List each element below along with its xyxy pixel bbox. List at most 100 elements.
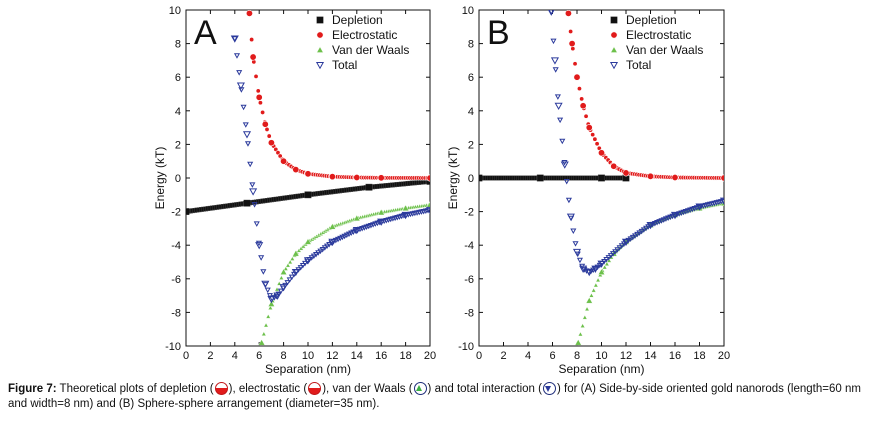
y-tick-label: 6 xyxy=(468,72,474,84)
x-tick-label: 18 xyxy=(399,350,411,362)
total-point xyxy=(236,82,245,90)
electrostatic-point xyxy=(646,172,654,180)
total-marker xyxy=(260,269,267,275)
total-point xyxy=(267,295,276,304)
total-marker xyxy=(236,70,243,76)
total-marker xyxy=(550,38,557,45)
total-point xyxy=(560,161,569,169)
electrostatic-marker xyxy=(264,126,270,132)
vdw-marker xyxy=(274,286,280,292)
vdw-marker xyxy=(602,264,608,270)
total-marker xyxy=(341,233,348,240)
y-tick-label: 10 xyxy=(169,5,181,17)
total-marker xyxy=(350,229,357,235)
total-marker xyxy=(266,293,273,299)
electrostatic-point xyxy=(292,166,300,174)
total-marker xyxy=(240,104,247,111)
x-tick-label: 14 xyxy=(644,350,656,362)
vdw-point xyxy=(426,201,430,208)
total-point xyxy=(621,238,631,247)
y-tick-label: 0 xyxy=(175,173,181,185)
caption-text-3: ), van der Waals ( xyxy=(322,383,413,395)
vdw-point xyxy=(353,214,361,222)
total-marker xyxy=(581,267,588,273)
total-marker xyxy=(328,240,335,246)
total-point xyxy=(230,35,239,43)
legend-label-electrostatic: Electrostatic xyxy=(332,28,397,42)
electrostatic-point xyxy=(245,10,253,17)
total-point xyxy=(550,57,559,65)
total-marker xyxy=(337,235,344,242)
total-marker xyxy=(638,228,645,235)
electrostatic-point xyxy=(255,93,263,101)
y-tick-label: 2 xyxy=(175,139,181,151)
depletion-point xyxy=(243,199,251,207)
electrostatic-marker xyxy=(266,133,272,139)
vdw-marker xyxy=(580,323,586,328)
total-point xyxy=(585,269,594,277)
total-marker xyxy=(345,231,353,238)
figure: 0 2 4 6 8 10 12 14 16 18 20-10-8-6-4-20246810Separ… xyxy=(153,5,730,376)
total-marker xyxy=(288,274,295,281)
vdw-marker xyxy=(285,262,291,268)
total-marker xyxy=(321,245,328,251)
x-tick-label: 20 xyxy=(424,350,436,362)
electrostatic-point xyxy=(267,139,275,147)
total-marker xyxy=(609,251,617,257)
x-tick-label: 10 xyxy=(302,350,314,362)
electrostatic-point xyxy=(353,173,361,181)
y-tick-label: -6 xyxy=(171,274,181,286)
electrostatic-marker xyxy=(579,96,585,102)
electrostatic-point xyxy=(610,162,618,170)
total-point xyxy=(646,221,655,230)
y-tick-label: -8 xyxy=(171,307,181,319)
total-legend-icon xyxy=(315,61,325,70)
y-tick-label: 10 xyxy=(462,5,474,17)
total-marker xyxy=(607,253,614,259)
electrostatic-point xyxy=(671,173,679,181)
total-marker xyxy=(634,231,641,238)
x-tick-label: 8 xyxy=(281,350,287,362)
total-marker xyxy=(618,243,625,249)
electrostatic-point xyxy=(597,149,605,157)
caption-text-5: ) for (A) Side-by-side oriented gold nan… xyxy=(8,383,861,410)
total-marker xyxy=(323,243,331,250)
total-marker xyxy=(583,268,590,274)
x-tick-label: 0 xyxy=(476,350,482,362)
vdw-point xyxy=(258,339,266,346)
vdw-point xyxy=(328,223,336,230)
total-marker xyxy=(299,262,306,269)
y-tick-label: 0 xyxy=(468,173,474,185)
y-tick-label: -6 xyxy=(464,274,474,286)
total-point xyxy=(425,206,430,215)
total-marker xyxy=(242,122,249,128)
electrostatic-point xyxy=(564,10,572,17)
x-tick-label: 2 xyxy=(207,350,213,362)
total-point xyxy=(719,197,724,205)
total-marker xyxy=(297,265,304,271)
y-axis-title: Energy (kT) xyxy=(153,147,167,210)
total-marker xyxy=(632,233,639,239)
total-marker xyxy=(640,227,647,233)
depletion-symbol-icon xyxy=(214,382,228,395)
vdw-marker xyxy=(261,331,267,336)
y-tick-label: -2 xyxy=(464,207,474,219)
x-tick-label: 12 xyxy=(620,350,632,362)
electrostatic-point xyxy=(261,120,269,128)
total-marker xyxy=(629,234,636,241)
total-marker xyxy=(244,141,252,147)
x-tick-label: 12 xyxy=(326,350,338,362)
y-tick-label: 4 xyxy=(468,106,474,118)
electrostatic-marker xyxy=(570,46,576,52)
total-point xyxy=(352,227,361,235)
total-point xyxy=(291,269,300,277)
total-point xyxy=(591,265,600,273)
y-tick-label: 6 xyxy=(175,72,181,84)
vdw-marker xyxy=(593,282,599,288)
total-marker xyxy=(625,237,632,244)
total-marker xyxy=(334,236,342,243)
vdw-legend-icon xyxy=(610,46,618,53)
y-tick-label: 4 xyxy=(175,106,181,118)
series-group-0 xyxy=(186,10,430,346)
x-tick-label: 0 xyxy=(183,350,189,362)
